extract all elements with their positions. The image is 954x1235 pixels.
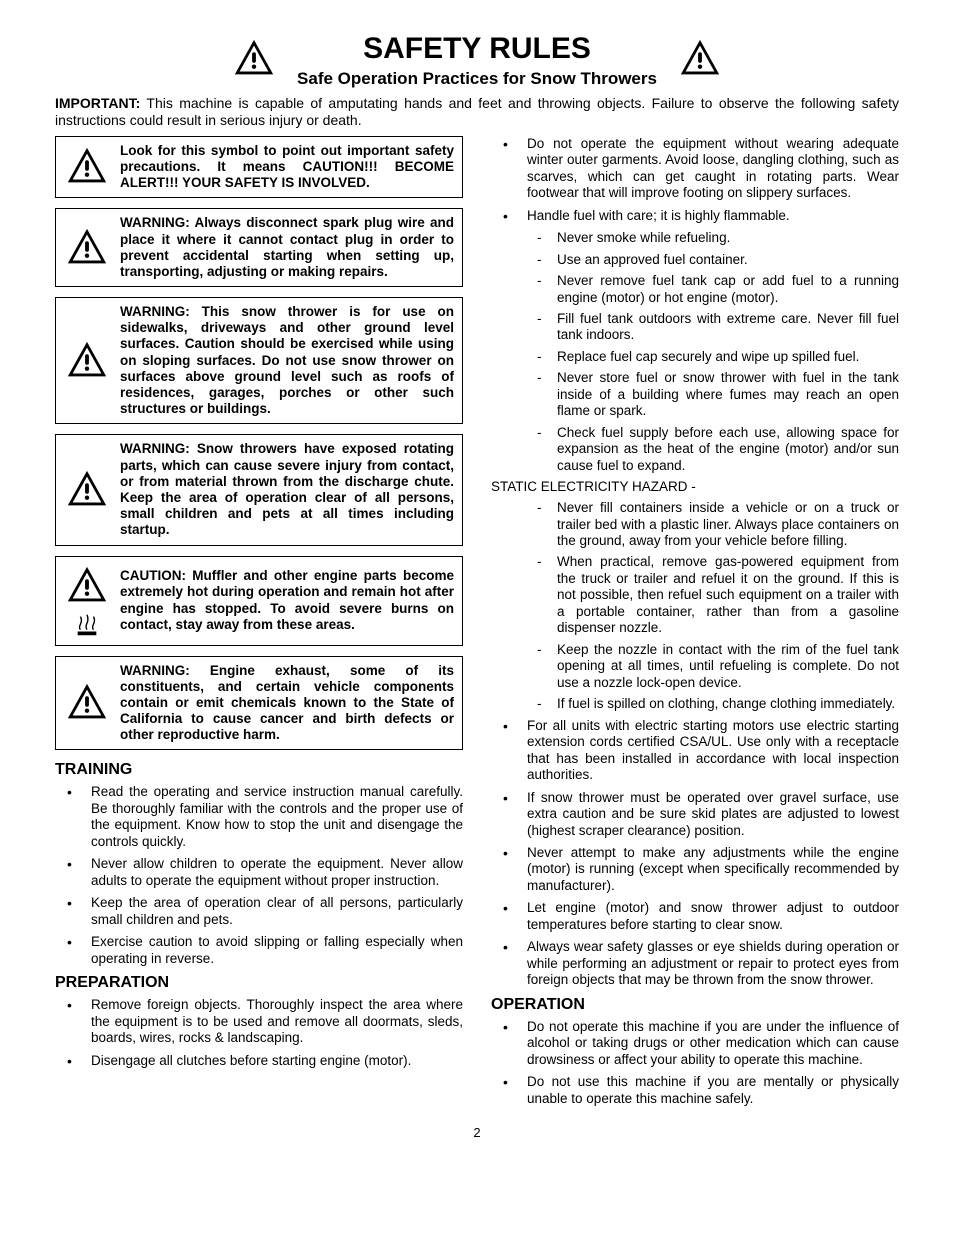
preparation-list: Remove foreign objects. Thoroughly inspe…	[55, 997, 463, 1069]
preparation-item: Never attempt to make any adjustments wh…	[527, 845, 899, 894]
warning-triangle-icon	[64, 225, 110, 271]
preparation-item: Disengage all clutches before starting e…	[91, 1053, 463, 1069]
training-item: Read the operating and service instructi…	[91, 784, 463, 850]
left-column: Look for this symbol to point out import…	[55, 136, 463, 1113]
training-item: Never allow children to operate the equi…	[91, 856, 463, 889]
warning-text: CAUTION: Muffler and other engine parts …	[120, 568, 454, 633]
static-sub-item: When practical, remove gas-powered equip…	[557, 554, 899, 636]
static-sub-item: Keep the nozzle in contact with the rim …	[557, 642, 899, 691]
important-label: IMPORTANT:	[55, 95, 140, 111]
warning-triangle-icon	[64, 144, 110, 190]
preparation-right-list: Do not operate the equipment without wea…	[491, 136, 899, 224]
fuel-sub-item: Never remove fuel tank cap or add fuel t…	[557, 273, 899, 306]
warning-text: WARNING: This snow thrower is for use on…	[120, 304, 454, 417]
warning-text: Look for this symbol to point out import…	[120, 143, 454, 192]
warning-box-surfaces: WARNING: This snow thrower is for use on…	[55, 297, 463, 424]
training-item: Keep the area of operation clear of all …	[91, 895, 463, 928]
warning-triangle-icon	[64, 338, 110, 384]
preparation-item: Do not operate the equipment without wea…	[527, 136, 899, 202]
preparation-item: If snow thrower must be operated over gr…	[527, 790, 899, 839]
operation-heading: OPERATION	[491, 995, 899, 1015]
content-columns: Look for this symbol to point out import…	[55, 136, 899, 1113]
preparation-item: Always wear safety glasses or eye shield…	[527, 939, 899, 988]
fuel-sub-item: Check fuel supply before each use, allow…	[557, 425, 899, 474]
page-number: 2	[55, 1125, 899, 1141]
warning-box-symbol: Look for this symbol to point out import…	[55, 136, 463, 199]
static-sub-item: If fuel is spilled on clothing, change c…	[557, 696, 899, 712]
subtitle: Safe Operation Practices for Snow Throwe…	[297, 68, 657, 89]
fuel-sub-item: Fill fuel tank outdoors with extreme car…	[557, 311, 899, 344]
fuel-sub-item: Use an approved fuel container.	[557, 252, 899, 268]
preparation-item: Remove foreign objects. Thoroughly inspe…	[91, 997, 463, 1046]
important-notice: IMPORTANT: This machine is capable of am…	[55, 95, 899, 130]
preparation-after-list: For all units with electric starting mot…	[491, 718, 899, 989]
fuel-sub-item: Replace fuel cap securely and wipe up sp…	[557, 349, 899, 365]
warning-triangle-icon	[231, 36, 277, 82]
preparation-item: For all units with electric starting mot…	[527, 718, 899, 784]
training-list: Read the operating and service instructi…	[55, 784, 463, 967]
important-text: This machine is capable of amputating ha…	[55, 95, 899, 129]
training-heading: TRAINING	[55, 760, 463, 780]
fuel-sub-item: Never store fuel or snow thrower with fu…	[557, 370, 899, 419]
warning-triangle-icon	[64, 680, 110, 726]
right-column: Do not operate the equipment without wea…	[491, 136, 899, 1113]
preparation-item: Handle fuel with care; it is highly flam…	[527, 208, 899, 224]
warning-text: WARNING: Snow throwers have exposed rota…	[120, 441, 454, 538]
warning-text: WARNING: Engine exhaust, some of its con…	[120, 663, 454, 744]
static-sub-item: Never fill containers inside a vehicle o…	[557, 500, 899, 549]
hot-surface-icon	[72, 611, 102, 639]
operation-item: Do not operate this machine if you are u…	[527, 1019, 899, 1068]
warning-triangle-icon	[677, 36, 723, 82]
fuel-sublist: Never smoke while refueling. Use an appr…	[491, 230, 899, 474]
warning-box-exhaust: WARNING: Engine exhaust, some of its con…	[55, 656, 463, 751]
static-sublist: Never fill containers inside a vehicle o…	[491, 500, 899, 713]
page-header: SAFETY RULES Safe Operation Practices fo…	[55, 30, 899, 89]
warning-box-rotating: WARNING: Snow throwers have exposed rota…	[55, 434, 463, 545]
fuel-sub-item: Never smoke while refueling.	[557, 230, 899, 246]
operation-item: Do not use this machine if you are menta…	[527, 1074, 899, 1107]
preparation-item: Let engine (motor) and snow thrower adju…	[527, 900, 899, 933]
operation-list: Do not operate this machine if you are u…	[491, 1019, 899, 1107]
warning-triangle-icon	[64, 563, 110, 609]
static-hazard-label: STATIC ELECTRICITY HAZARD -	[491, 479, 899, 496]
warning-box-spark: WARNING: Always disconnect spark plug wi…	[55, 208, 463, 287]
warning-text: WARNING: Always disconnect spark plug wi…	[120, 215, 454, 280]
training-item: Exercise caution to avoid slipping or fa…	[91, 934, 463, 967]
main-title: SAFETY RULES	[297, 30, 657, 68]
warning-box-muffler: CAUTION: Muffler and other engine parts …	[55, 556, 463, 646]
preparation-heading: PREPARATION	[55, 973, 463, 993]
warning-triangle-icon	[64, 467, 110, 513]
